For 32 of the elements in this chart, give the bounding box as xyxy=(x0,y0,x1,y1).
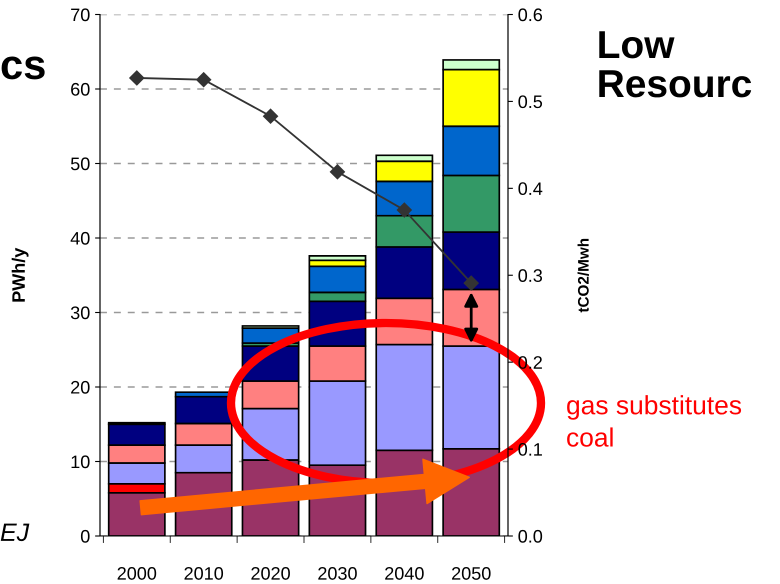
text: EJ xyxy=(0,524,30,542)
y2-tick-label: 0.3 xyxy=(518,269,542,282)
y-tick-label: 30 xyxy=(70,306,90,320)
y2-tick-label: 0.6 xyxy=(518,8,542,22)
y-tick-label: 0 xyxy=(80,530,90,543)
y-axis-title: PWh/y xyxy=(12,248,29,302)
y-tick-label: 10 xyxy=(72,455,90,468)
point xyxy=(464,276,479,291)
y-tick-label: 40 xyxy=(70,232,90,245)
text: Low Resourc xyxy=(599,31,752,98)
y2-tick-label: 0.4 xyxy=(518,182,542,196)
point xyxy=(330,164,346,180)
y2-axis-title: tCO2/Mwh xyxy=(578,238,589,312)
text: cs xyxy=(2,56,45,80)
point xyxy=(262,108,278,124)
y-tick-label: 50 xyxy=(70,157,90,170)
x-tick-label: 2000 xyxy=(118,567,156,580)
y-tick-label: 60 xyxy=(71,82,90,96)
x-tick-label: 2040 xyxy=(385,567,424,580)
x-tick-label: 2030 xyxy=(318,567,357,580)
x-tick-label: 2050 xyxy=(452,567,491,580)
y-tick-label: 70 xyxy=(71,8,90,22)
y2-tick-label: 0.5 xyxy=(518,95,542,108)
x-tick-label: 2020 xyxy=(251,567,290,580)
y2-tick-label: 0.0 xyxy=(518,530,542,543)
x-tick-label: 2010 xyxy=(184,567,224,580)
point xyxy=(129,70,144,86)
y2-tick-label: 0.1 xyxy=(518,443,542,456)
y-tick-label: 20 xyxy=(71,380,90,394)
point xyxy=(396,202,412,218)
text: gas substitutes coal xyxy=(567,395,742,447)
point xyxy=(196,72,212,88)
